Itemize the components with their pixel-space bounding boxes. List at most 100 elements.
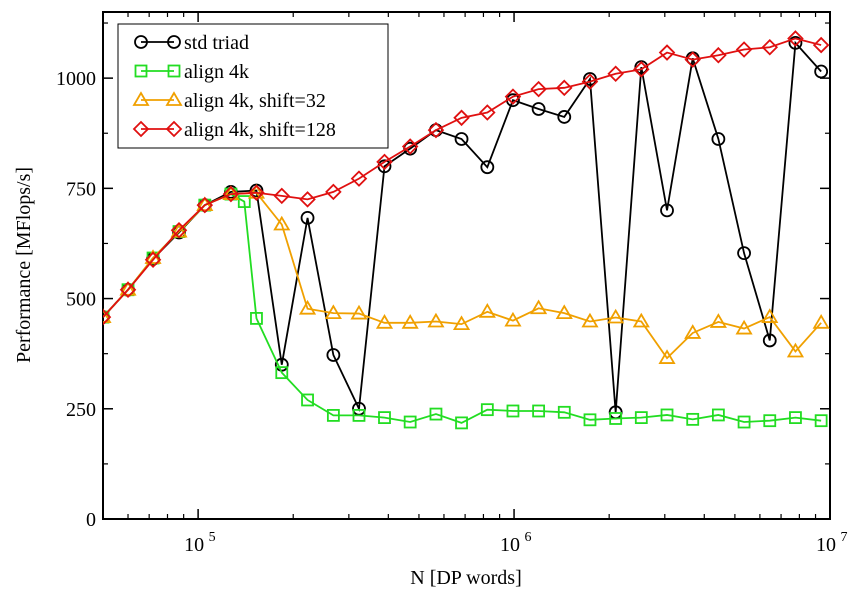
x-tick-label: 10 (500, 534, 520, 556)
legend: std triad align 4k align 4k, shift=32 align… (117, 23, 389, 149)
x-tick-label: 10 (184, 534, 204, 556)
data-point (737, 246, 751, 261)
data-point (375, 314, 394, 329)
series-1 (103, 187, 828, 430)
data-point (814, 414, 828, 428)
data-point (583, 413, 597, 427)
data-point (735, 319, 753, 335)
data-point (237, 195, 251, 208)
data-point (299, 191, 316, 208)
data-point (350, 304, 368, 320)
data-point (273, 187, 291, 205)
data-point (103, 308, 112, 326)
data-point (427, 121, 445, 139)
y-tick-label: 500 (66, 289, 96, 311)
data-point (480, 160, 495, 175)
legend-marker (134, 64, 148, 78)
data-point (403, 415, 417, 429)
x-tick-label: 10 (816, 534, 836, 556)
data-point (300, 210, 315, 225)
data-point (301, 393, 314, 407)
data-point (478, 303, 496, 318)
y-tick-label: 750 (66, 178, 96, 200)
data-point (401, 138, 419, 155)
data-point (429, 407, 443, 421)
data-point (761, 308, 779, 323)
data-point (453, 109, 470, 127)
data-point (660, 203, 674, 218)
data-point (275, 366, 289, 380)
data-point (531, 102, 546, 116)
data-point (326, 348, 341, 362)
data-point (298, 299, 317, 315)
data-point (222, 185, 240, 203)
legend-marker (165, 91, 183, 106)
legend-label: std triad (184, 32, 249, 54)
data-point (709, 313, 727, 328)
data-point (247, 183, 266, 199)
data-point (326, 408, 340, 422)
data-point (555, 304, 573, 320)
data-point (557, 110, 572, 124)
data-point (376, 153, 393, 171)
data-point (273, 215, 291, 231)
data-point (581, 73, 599, 90)
data-point (788, 35, 803, 50)
legend-label: align 4k (184, 61, 249, 83)
data-point (660, 408, 674, 422)
legend-marker (167, 64, 181, 78)
data-point (506, 404, 520, 418)
data-point (196, 196, 214, 214)
data-point (686, 412, 700, 426)
data-point (658, 44, 676, 61)
data-point (581, 312, 599, 328)
series-line (103, 191, 822, 360)
data-point (763, 414, 777, 428)
series-line (103, 40, 822, 413)
data-point (711, 408, 725, 422)
data-point (103, 308, 112, 323)
data-point (103, 310, 110, 324)
data-point (170, 221, 188, 239)
x-axis-label: N [DP words] (410, 567, 521, 589)
series-3 (103, 30, 830, 326)
data-point (684, 324, 702, 339)
axis-ticks: 0 250 500 750 1000 10 5 10 6 10 7 (56, 12, 848, 556)
data-point (609, 412, 623, 425)
legend-marker (132, 91, 150, 106)
y-axis-label: Performance [MFlops/s] (13, 167, 35, 363)
data-point (504, 88, 522, 105)
x-tick-exponent: 5 (209, 530, 216, 545)
data-point (325, 183, 342, 201)
data-point (812, 36, 830, 54)
data-point (762, 333, 777, 348)
data-point (480, 403, 494, 417)
data-point (632, 312, 650, 328)
data-point (789, 411, 802, 425)
data-point (352, 408, 366, 422)
legend-marker (132, 120, 150, 138)
data-point (634, 411, 648, 425)
data-point (530, 80, 547, 98)
data-point (119, 281, 137, 299)
y-tick-label: 250 (66, 399, 96, 421)
legend-label: align 4k, shift=32 (184, 90, 326, 112)
data-point (556, 79, 573, 97)
data-point (814, 64, 829, 79)
data-point (530, 299, 548, 315)
data-point (532, 404, 546, 418)
legend-marker (167, 35, 181, 49)
data-point (633, 61, 650, 78)
data-point (710, 46, 727, 64)
data-point (786, 342, 805, 358)
data-point (761, 38, 779, 56)
plot-frame (102, 11, 831, 520)
data-point (684, 51, 701, 68)
data-point (401, 314, 419, 329)
data-point (144, 251, 162, 269)
data-point (250, 312, 263, 325)
data-point (479, 104, 496, 121)
series-layer (103, 30, 830, 430)
data-point (812, 314, 830, 329)
